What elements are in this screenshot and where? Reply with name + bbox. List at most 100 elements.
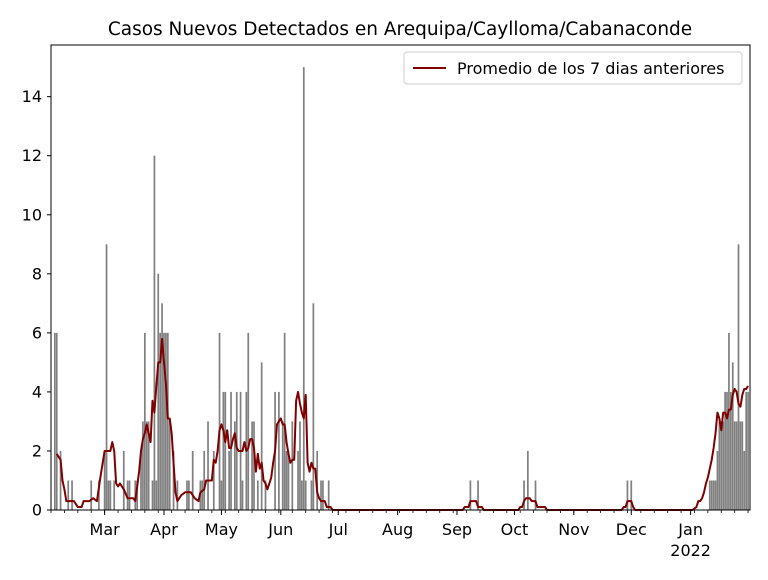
bar	[722, 421, 725, 510]
x-tick-label: Sep	[442, 520, 472, 539]
bar	[281, 421, 284, 510]
bar	[147, 421, 150, 510]
bar	[233, 421, 236, 510]
bar	[166, 332, 169, 510]
bar	[739, 421, 742, 510]
y-tick-label: 10	[22, 205, 42, 224]
bar	[163, 332, 165, 510]
bar	[107, 480, 110, 510]
bar	[523, 480, 525, 510]
bar	[98, 480, 100, 510]
bar	[241, 480, 244, 510]
bar	[729, 391, 732, 510]
bar	[247, 332, 250, 510]
x-tick-label: Dec	[616, 520, 647, 539]
bar	[113, 480, 116, 510]
bar	[312, 303, 315, 510]
legend: Promedio de los 7 dias anteriores	[403, 51, 743, 85]
bar	[151, 480, 154, 510]
axes-layer: 0 2 4 6 8 10 12 14 Mar Apr May Jun Jul Aug Sep Oct Nov De…	[22, 44, 751, 560]
legend-label: Promedio de los 7 dias anteriores	[457, 59, 724, 78]
bar	[220, 480, 223, 510]
bar	[745, 391, 748, 510]
x-tick-label: Mar	[90, 520, 121, 539]
bar	[712, 480, 715, 510]
x-tick-label: Jun	[267, 520, 293, 539]
bar	[176, 480, 179, 510]
bar	[710, 480, 713, 510]
bar	[218, 332, 221, 510]
bar	[297, 450, 299, 510]
bar	[718, 421, 721, 510]
bar	[224, 391, 227, 510]
y-tick-label: 8	[32, 264, 42, 283]
bar	[142, 421, 144, 510]
bar	[161, 303, 163, 510]
bar	[140, 450, 142, 510]
bar	[735, 421, 738, 510]
bar	[302, 67, 305, 510]
bar	[283, 332, 286, 510]
bar	[203, 450, 206, 510]
bar	[186, 480, 188, 510]
bar	[145, 421, 148, 510]
bar	[299, 421, 301, 510]
y-tick-label: 4	[32, 382, 42, 401]
bar	[304, 480, 307, 510]
x-tick-label: Jul	[328, 520, 348, 539]
bar	[630, 480, 633, 510]
bar	[222, 391, 225, 510]
bar	[724, 391, 726, 510]
bar	[126, 480, 129, 510]
bar	[136, 480, 139, 510]
bar	[165, 332, 167, 510]
bar	[153, 155, 156, 510]
bar	[55, 332, 58, 510]
bar	[733, 421, 736, 510]
bar	[743, 450, 746, 510]
bar	[253, 421, 255, 510]
x-tick-label: Jan	[677, 520, 703, 539]
bar	[157, 273, 160, 510]
bar	[143, 332, 146, 510]
plot-frame	[50, 44, 751, 511]
bar	[212, 450, 215, 510]
bar	[128, 480, 131, 510]
bar	[155, 480, 158, 510]
x-tick-label: Aug	[382, 520, 413, 539]
bar	[71, 480, 73, 510]
legend-frame	[403, 51, 743, 85]
x-tick-label: Nov	[558, 520, 589, 539]
bar	[708, 480, 711, 510]
bar	[235, 391, 238, 510]
bar	[191, 450, 194, 510]
bar	[53, 332, 56, 510]
x-tick-label: Apr	[150, 520, 178, 539]
bar	[228, 450, 230, 510]
bar	[716, 450, 719, 510]
bar	[251, 421, 253, 510]
y-tick-label: 12	[22, 146, 42, 165]
bar	[103, 450, 106, 510]
bar	[320, 480, 322, 510]
bar	[207, 421, 209, 510]
bar	[105, 244, 108, 511]
bar	[534, 480, 537, 510]
bar	[469, 480, 472, 510]
bar	[264, 480, 267, 510]
bar	[301, 480, 303, 510]
bar	[731, 362, 734, 510]
bar	[737, 244, 740, 511]
bar	[747, 391, 749, 510]
bar	[741, 421, 744, 510]
bar	[230, 391, 232, 510]
bar	[172, 450, 175, 510]
bar	[109, 480, 112, 510]
bar	[287, 450, 290, 510]
bar	[626, 480, 629, 510]
y-tick-label: 14	[22, 87, 42, 106]
bar	[201, 480, 204, 510]
bar	[59, 450, 62, 510]
bar	[322, 480, 324, 510]
